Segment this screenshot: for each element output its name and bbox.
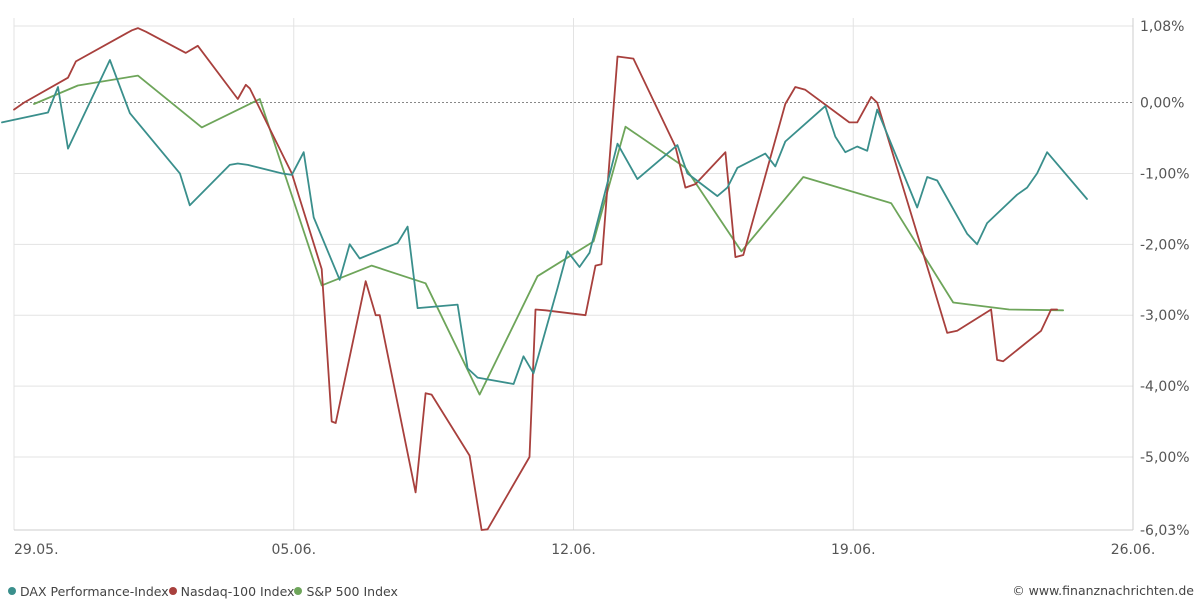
y-tick-label: -3,00%	[1140, 308, 1190, 324]
y-tick-label: 1,08%	[1140, 19, 1184, 35]
legend-dot-icon	[8, 587, 16, 595]
series-line-2[interactable]	[33, 74, 1064, 396]
y-tick-label: 0,00%	[1140, 96, 1184, 112]
y-tick-label: -4,00%	[1140, 379, 1190, 395]
y-tick-label: -5,00%	[1140, 450, 1190, 466]
legend-item-dax[interactable]: DAX Performance-Index	[8, 584, 169, 599]
x-tick-label: 12.06.	[551, 542, 596, 558]
x-tick-label: 19.06.	[831, 542, 876, 558]
legend-label: S&P 500 Index	[306, 583, 398, 599]
y-tick-label: -6,03%	[1140, 523, 1190, 539]
x-tick-label: 05.06.	[271, 542, 316, 558]
legend-item-nasdaq[interactable]: Nasdaq-100 Index	[168, 583, 295, 599]
y-tick-label: -2,00%	[1140, 237, 1190, 253]
legend: DAX Performance-Index Nasdaq-100 Index S…	[8, 583, 398, 599]
legend-label: Nasdaq-100 Index	[180, 583, 295, 599]
legend-dot-icon	[168, 587, 177, 595]
legend-dot-icon	[294, 587, 303, 595]
x-tick-label: 29.05.	[14, 542, 59, 558]
x-axis-ticks: 29.05. 05.06. 12.06. 19.06. 26.06.	[14, 542, 1155, 558]
y-axis-ticks: 1,08% 0,00% -1,00% -2,00% -3,00% -4,00% -5,00%…	[1140, 19, 1190, 539]
series-line-0[interactable]	[1, 59, 1088, 385]
y-tick-label: -1,00%	[1140, 166, 1190, 182]
legend-item-sp500[interactable]: S&P 500 Index	[294, 583, 398, 599]
series-lines	[1, 27, 1088, 531]
series-line-1[interactable]	[13, 27, 1058, 531]
legend-label: DAX Performance-Index	[20, 583, 169, 599]
source-credit: © www.finanznachrichten.de	[1012, 583, 1194, 598]
grid	[13, 18, 1134, 531]
line-chart: 1,08% 0,00% -1,00% -2,00% -3,00% -4,00% -5,00%…	[1, 18, 1190, 558]
x-tick-label: 26.06.	[1111, 542, 1156, 558]
